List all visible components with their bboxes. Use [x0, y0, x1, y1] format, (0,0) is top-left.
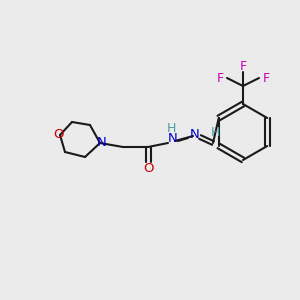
- Text: O: O: [143, 163, 153, 176]
- Text: F: F: [216, 71, 224, 85]
- Text: F: F: [239, 59, 247, 73]
- Text: O: O: [53, 128, 63, 142]
- Text: H: H: [210, 125, 220, 139]
- Text: N: N: [168, 131, 178, 145]
- Text: N: N: [97, 136, 107, 149]
- Text: H: H: [166, 122, 176, 136]
- Text: N: N: [190, 128, 200, 142]
- Text: F: F: [262, 71, 270, 85]
